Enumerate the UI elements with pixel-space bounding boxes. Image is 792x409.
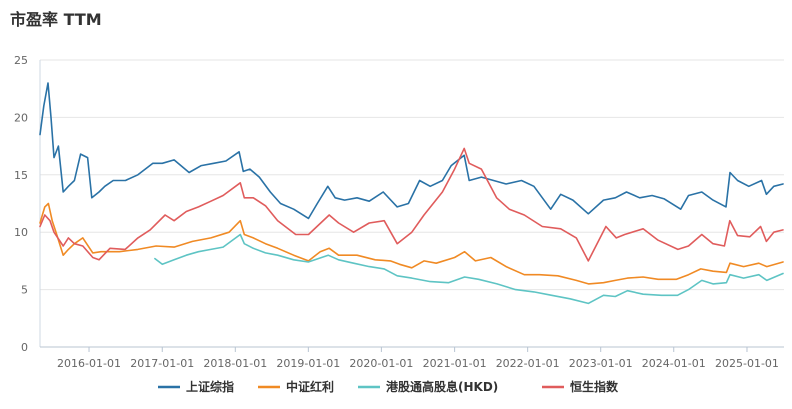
series-line-2: [39, 202, 784, 285]
legend-label-4: 恒生指数: [570, 379, 619, 394]
legend-label-1: 上证综指: [186, 379, 234, 394]
y-tick-label-0: 0: [21, 341, 28, 354]
x-tick-label-2016-01-01: 2016-01-01: [57, 357, 121, 370]
series-line-4: [39, 147, 784, 262]
x-tick-label-2018-01-01: 2018-01-01: [203, 357, 267, 370]
x-tick-label-2022-01-01: 2022-01-01: [496, 357, 560, 370]
x-tick-label-2020-01-01: 2020-01-01: [349, 357, 413, 370]
y-tick-label-5: 5: [21, 284, 28, 297]
x-tick-label-2023-01-01: 2023-01-01: [569, 357, 633, 370]
chart-title: 市盈率 TTM: [10, 10, 102, 29]
x-tick-label-2024-01-01: 2024-01-01: [642, 357, 706, 370]
y-tick-label-25: 25: [14, 54, 28, 67]
x-tick-label-2025-01-01: 2025-01-01: [715, 357, 779, 370]
x-tick-label-2017-01-01: 2017-01-01: [130, 357, 194, 370]
y-tick-label-15: 15: [14, 169, 28, 182]
y-tick-label-20: 20: [14, 111, 28, 124]
x-tick-label-2021-01-01: 2021-01-01: [423, 357, 487, 370]
series-line-3: [154, 233, 784, 305]
y-tick-label-10: 10: [14, 226, 28, 239]
x-tick-label-2019-01-01: 2019-01-01: [276, 357, 340, 370]
legend-label-2: 中证红利: [286, 379, 334, 394]
series-line-1: [39, 82, 784, 220]
legend-label-3: 港股通高股息(HKD): [386, 379, 498, 394]
